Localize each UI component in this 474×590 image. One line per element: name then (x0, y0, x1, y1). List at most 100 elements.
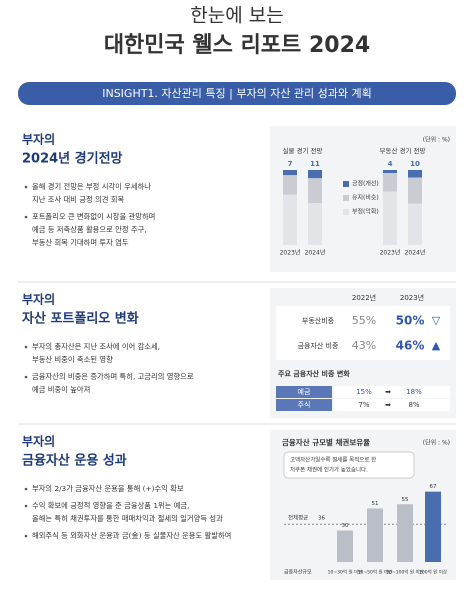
col-header: 2023년 (400, 293, 424, 302)
x-label: 50~100억 원 미만 (386, 569, 424, 576)
row-label: 금융자산 비중 (298, 341, 339, 350)
note: 고액자산가일수록 절세를 목적으로 한 (290, 456, 376, 464)
chart-title: 금융자산 규모별 채권보유율 (282, 437, 370, 447)
unit: (단위 : %) (423, 439, 450, 447)
title: 대한민국 웰스 리포트 2024 (104, 33, 370, 58)
cell: 50% (396, 314, 425, 328)
col-header: 2022년 (352, 293, 376, 302)
bullet-dot (24, 487, 28, 491)
legend-swatch (343, 209, 349, 215)
x-label: 2024년 (405, 249, 426, 257)
bar (425, 491, 441, 562)
bar-segment (308, 170, 322, 179)
data-label: 55 (402, 497, 409, 503)
row-label: 부동산비중 (302, 316, 335, 325)
note-box (283, 451, 415, 479)
bar-segment (383, 170, 397, 173)
section-heading: 부자의 (22, 434, 55, 449)
legend-label: 긍정(개선) (352, 180, 379, 188)
card (270, 126, 456, 272)
bar-segment (308, 178, 322, 203)
row-label-bg (276, 399, 332, 411)
section-heading: 금융자산 운용 성과 (22, 453, 127, 469)
section-heading: 부자의 (22, 292, 55, 307)
bullet-dot (24, 185, 28, 189)
average-label: 전체평균 (288, 514, 308, 522)
bullet-text: 부동산 비중이 축소된 영향 (32, 355, 113, 364)
row-label: 주식 (298, 400, 311, 409)
average-value: 36 (318, 516, 325, 522)
x-label: 10~30억 원 미만 (328, 569, 363, 576)
bullet-text: 부자의 2/3가 금융자산 운용을 통해 (+)수익 확보 (32, 484, 184, 493)
bar-segment (283, 194, 297, 245)
bar-segment (408, 170, 422, 178)
note: 저쿠폰 채권에 인기가 높았습니다. (290, 466, 368, 474)
section-heading: 2024년 경기전망 (22, 151, 123, 167)
banner: INSIGHT1. 자산관리 특징 | 부자의 자산 관리 성과와 계획 (102, 87, 372, 100)
data-label: 51 (372, 501, 379, 507)
x-label: 30~50억 원 미만 (358, 569, 393, 576)
section-heading: 자산 포트폴리오 변화 (22, 311, 139, 327)
bar (367, 508, 383, 562)
trend: ▽ (432, 314, 441, 327)
bar-segment (308, 203, 322, 245)
group-title: 실물 경기 전망 (282, 146, 322, 155)
bullet-text: 포트폴리오 큰 변화없이 시장을 관망하며 (32, 212, 155, 221)
bullet-text: 해외주식 등 외화자산 운용과 금(金) 등 실물자산 운용도 활발하여 (32, 531, 231, 540)
arrow: ➡ (385, 401, 391, 409)
row-label: 예금 (298, 387, 311, 396)
bullet-dot (24, 375, 28, 379)
bullet-dot (24, 345, 28, 349)
cell: 15% (356, 388, 372, 396)
cell: 8% (408, 401, 419, 409)
bar-segment (283, 175, 297, 195)
arrow: ➡ (385, 388, 391, 396)
x-label: 2023년 (280, 249, 301, 257)
row-bg (334, 386, 450, 398)
bullet-dot (24, 504, 28, 508)
cell: 46% (396, 339, 425, 353)
bar (397, 504, 413, 562)
banner-bg (18, 82, 456, 105)
legend-swatch (343, 181, 349, 187)
row-label-bg (276, 386, 332, 398)
bullet-dot (24, 534, 28, 538)
data-label: 11 (310, 160, 320, 168)
cell: 7% (358, 401, 369, 409)
bullet-text: 올해는 특히 채권투자를 통한 매매차익과 절세의 일거양득 성과 (32, 514, 223, 523)
cell: 18% (406, 388, 422, 396)
row-bg (334, 399, 450, 411)
data-label: 30 (342, 523, 349, 529)
bullet-text: 수익 확보에 긍정적 영향을 준 금융상품 1위는 예금, (32, 501, 189, 510)
bullet-text: 부동산 회복 기대하며 투자 염두 (32, 238, 129, 247)
bullet-text: 부자의 총자산은 지난 조사에 이어 감소세, (32, 342, 160, 351)
cell: 43% (352, 339, 376, 352)
bar-segment (408, 177, 422, 204)
unit: (단위 : %) (423, 136, 450, 144)
legend-label: 유지(비슷) (352, 194, 379, 202)
data-label: 4 (388, 160, 393, 168)
sub-title: 주요 금융자산 비중 변화 (278, 369, 350, 378)
legend-label: 부정(악화) (352, 208, 379, 216)
data-label: 10 (410, 160, 420, 168)
bullet-dot (24, 215, 28, 219)
bar-segment (283, 170, 297, 176)
bullet-text: 예금 등 저축상품 활용으로 안정 추구, (32, 225, 147, 234)
group-title: 부동산 경기 전망 (380, 146, 426, 155)
bar-segment (408, 203, 422, 245)
legend-swatch (343, 195, 349, 201)
bullet-text: 올해 경기 전망은 부정 시각이 우세하나 (32, 182, 151, 191)
bar-segment (383, 191, 397, 245)
subtitle: 한눈에 보는 (190, 5, 283, 27)
bullet-text: 지난 조사 대비 긍정 의견 회복 (32, 195, 124, 204)
x-label: 2024년 (305, 249, 326, 257)
data-label: 67 (430, 484, 437, 490)
table-bg (276, 306, 450, 360)
x-label: 2023년 (380, 249, 401, 257)
section-heading: 부자의 (22, 132, 55, 147)
bar (337, 530, 353, 562)
bullet-text: 금융자산의 비중은 증가하며 특히, 고금리의 영향으로 (32, 372, 194, 381)
bar-segment (383, 173, 397, 192)
bullet-text: 예금 비중이 높아져 (32, 385, 90, 394)
